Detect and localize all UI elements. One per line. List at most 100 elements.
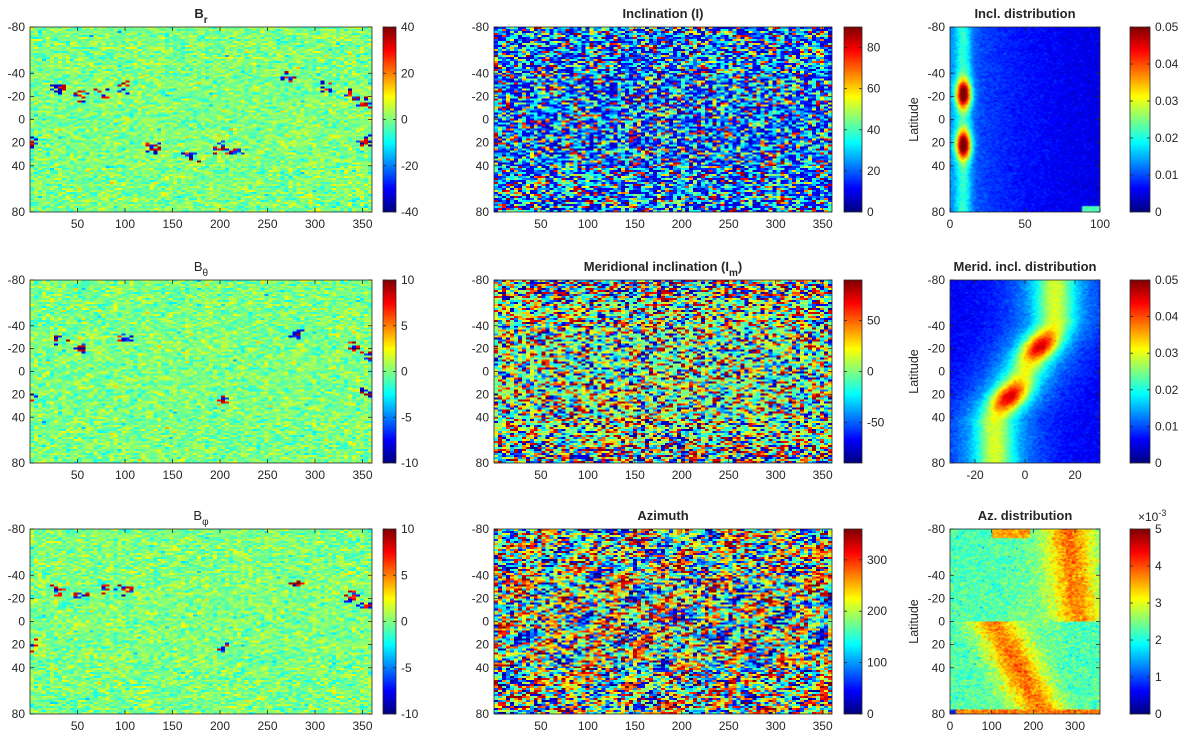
colorbar-frame — [843, 26, 863, 213]
y-tick-label: -20 — [472, 342, 490, 356]
x-tick-label: 0 — [947, 217, 954, 231]
heatmap-imer — [494, 280, 832, 463]
colorbar-tick-label: 20 — [401, 66, 415, 80]
y-tick-label: 20 — [932, 387, 946, 401]
y-tick-label: 40 — [12, 661, 26, 675]
colorbar-az_dist — [1130, 529, 1150, 714]
chart-title: Bφ — [193, 508, 209, 528]
colorbar-tick-label: 0 — [401, 615, 408, 629]
y-axis-label: Latitude — [907, 97, 921, 142]
x-tick-label: 200 — [672, 217, 692, 231]
y-tick-label: 0 — [938, 113, 945, 127]
x-tick-label: 100 — [115, 468, 135, 482]
y-tick-label: 80 — [932, 456, 946, 470]
heatmap-imer_dist — [950, 280, 1100, 463]
colorbar-tick-label: 200 — [867, 604, 887, 618]
x-tick-label: 100 — [1090, 217, 1110, 231]
colorbar-tick-label: 100 — [867, 656, 887, 670]
x-tick-label: 50 — [71, 217, 85, 231]
colorbar-tick-label: -5 — [401, 661, 412, 675]
colorbar-tick-label: 0 — [867, 205, 874, 219]
x-tick-label: 50 — [71, 719, 85, 733]
colorbar-tick-label: 0.05 — [1155, 273, 1179, 287]
y-tick-label: 80 — [12, 456, 26, 470]
y-tick-label: -40 — [928, 319, 946, 333]
y-tick-label: 0 — [482, 365, 489, 379]
colorbar-tick-label: 0.03 — [1155, 346, 1179, 360]
colorbar-az — [844, 529, 862, 714]
heatmap-btheta — [30, 280, 372, 463]
colorbar-tick-label: 10 — [401, 273, 415, 287]
y-tick-label: 40 — [476, 661, 490, 675]
x-tick-label: 200 — [672, 468, 692, 482]
x-tick-label: 200 — [210, 719, 230, 733]
y-tick-label: 80 — [476, 456, 490, 470]
colorbar-tick-label: 3 — [1155, 596, 1162, 610]
x-tick-label: 50 — [534, 468, 548, 482]
x-tick-label: 350 — [352, 468, 372, 482]
colorbar-tick-label: -20 — [401, 159, 419, 173]
colorbar-tick-label: 0 — [401, 113, 408, 127]
x-tick-label: -20 — [966, 468, 984, 482]
x-tick-label: 50 — [71, 468, 85, 482]
y-tick-label: 20 — [932, 638, 946, 652]
x-tick-label: 200 — [1023, 719, 1043, 733]
colorbar-tick-label: 0.01 — [1155, 419, 1179, 433]
y-tick-label: 20 — [12, 136, 26, 150]
chart-title: Br — [194, 6, 207, 26]
colorbar-tick-label: 0.04 — [1155, 57, 1179, 71]
y-tick-label: -80 — [928, 20, 946, 34]
colorbar-tick-label: -5 — [401, 410, 412, 424]
colorbar-tick-label: 0.05 — [1155, 20, 1179, 34]
y-axis-label: Latitude — [907, 599, 921, 644]
y-tick-label: 0 — [938, 615, 945, 629]
x-tick-label: 150 — [162, 719, 182, 733]
chart-title: Incl. distribution — [974, 6, 1075, 21]
x-tick-label: 300 — [305, 217, 325, 231]
y-tick-label: 0 — [18, 615, 25, 629]
x-tick-label: 350 — [352, 217, 372, 231]
x-tick-label: 200 — [672, 719, 692, 733]
x-tick-label: 0 — [1022, 468, 1029, 482]
colorbar-tick-label: 0 — [401, 365, 408, 379]
y-tick-label: -40 — [8, 568, 26, 582]
x-tick-label: 150 — [162, 468, 182, 482]
colorbar-tick-label: 2 — [1155, 633, 1162, 647]
x-tick-label: 100 — [578, 468, 598, 482]
colorbar-tick-label: 80 — [867, 41, 881, 55]
y-tick-label: -20 — [8, 342, 26, 356]
chart-title: Meridional inclination (Im) — [584, 259, 742, 279]
y-tick-label: -40 — [472, 66, 490, 80]
x-tick-label: 350 — [813, 217, 833, 231]
colorbar-tick-label: 0.04 — [1155, 310, 1179, 324]
y-tick-label: 40 — [12, 159, 26, 173]
y-tick-label: 40 — [932, 410, 946, 424]
x-tick-label: 100 — [982, 719, 1002, 733]
colorbar-tick-label: 0.03 — [1155, 94, 1179, 108]
x-tick-label: 250 — [719, 217, 739, 231]
chart-title: Inclination (I) — [623, 6, 704, 21]
x-tick-label: 50 — [534, 217, 548, 231]
colorbar-tick-label: 60 — [867, 82, 881, 96]
heatmap-bphi — [30, 529, 372, 714]
colorbar-tick-label: 0 — [1155, 205, 1162, 219]
y-tick-label: 80 — [476, 205, 490, 219]
x-tick-label: 300 — [1065, 719, 1085, 733]
colorbar-tick-label: -10 — [401, 707, 419, 721]
colorbar-tick-label: 20 — [867, 164, 881, 178]
x-tick-label: 350 — [813, 719, 833, 733]
y-tick-label: -40 — [472, 568, 490, 582]
colorbar-imer_dist — [1130, 280, 1150, 463]
colorbar-incl — [844, 27, 862, 212]
heatmap-br — [30, 27, 372, 212]
y-tick-label: -80 — [8, 273, 26, 287]
y-tick-label: 20 — [932, 136, 946, 150]
x-tick-label: 300 — [305, 468, 325, 482]
colorbar-tick-label: 0 — [1155, 456, 1162, 470]
x-tick-label: 250 — [257, 468, 277, 482]
y-tick-label: -20 — [8, 89, 26, 103]
y-tick-label: -20 — [928, 591, 946, 605]
x-tick-label: 50 — [534, 719, 548, 733]
colorbar-frame — [1129, 528, 1151, 715]
